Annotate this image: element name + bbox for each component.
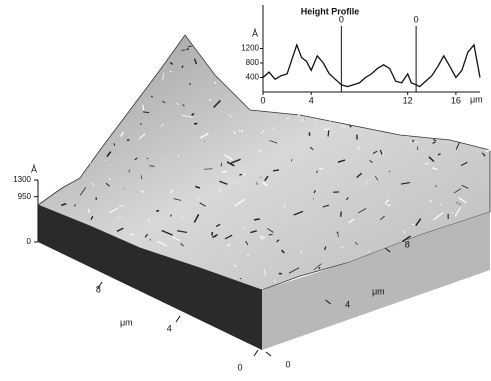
- texture-stroke: [239, 174, 241, 175]
- y-tick-label: 8: [405, 239, 410, 249]
- y-tick-label: 800: [246, 58, 260, 67]
- texture-stroke: [194, 123, 197, 124]
- x-tick-label: 4: [167, 323, 172, 333]
- x-tick: [176, 316, 180, 322]
- texture-stroke: [389, 171, 390, 172]
- y-tick-label: 1200: [241, 44, 259, 53]
- texture-stroke: [273, 170, 279, 171]
- figure: Height Profile Å μm Å μm μm 400800120004…: [0, 0, 491, 381]
- texture-stroke: [90, 159, 91, 164]
- surface-z-label: Å: [31, 164, 37, 174]
- x-tick-label: 12: [403, 95, 413, 105]
- z-tick-label: 0: [27, 237, 32, 246]
- inset-y-label: Å: [252, 28, 258, 38]
- surface-y-label: μm: [372, 286, 385, 296]
- texture-stroke: [319, 267, 320, 269]
- texture-stroke: [152, 96, 153, 97]
- y-tick: [266, 352, 271, 356]
- y-tick-label: 400: [246, 73, 260, 82]
- texture-stroke: [247, 255, 249, 256]
- cursor-label: 0: [414, 14, 419, 24]
- y-tick-label: 0: [285, 359, 290, 369]
- texture-stroke: [411, 141, 412, 143]
- texture-stroke: [301, 252, 302, 253]
- x-tick-label: 8: [96, 284, 101, 294]
- x-tick-label: 0: [260, 95, 265, 105]
- texture-stroke: [222, 171, 227, 172]
- z-tick-label: 1300: [13, 175, 31, 184]
- z-tick-label: 950: [18, 192, 32, 201]
- texture-stroke: [188, 46, 192, 47]
- y-tick-label: 4: [345, 299, 350, 309]
- texture-stroke: [328, 130, 329, 136]
- cursor-label: 0: [339, 14, 344, 24]
- texture-stroke: [150, 239, 151, 240]
- inset-title: Height Profile: [301, 6, 360, 16]
- x-tick-label: 0: [237, 362, 242, 372]
- texture-stroke: [156, 211, 159, 212]
- texture-stroke: [430, 200, 431, 202]
- texture-stroke: [143, 105, 144, 111]
- texture-stroke: [269, 234, 273, 235]
- texture-stroke: [140, 124, 141, 125]
- x-tick-label: 16: [451, 95, 461, 105]
- surface-x-label: μm: [120, 317, 133, 327]
- x-tick-label: 4: [309, 95, 314, 105]
- x-tick: [254, 350, 258, 356]
- texture-stroke: [254, 219, 260, 220]
- inset-x-label: μm: [470, 94, 483, 104]
- texture-stroke: [341, 211, 342, 216]
- texture-stroke: [328, 175, 329, 176]
